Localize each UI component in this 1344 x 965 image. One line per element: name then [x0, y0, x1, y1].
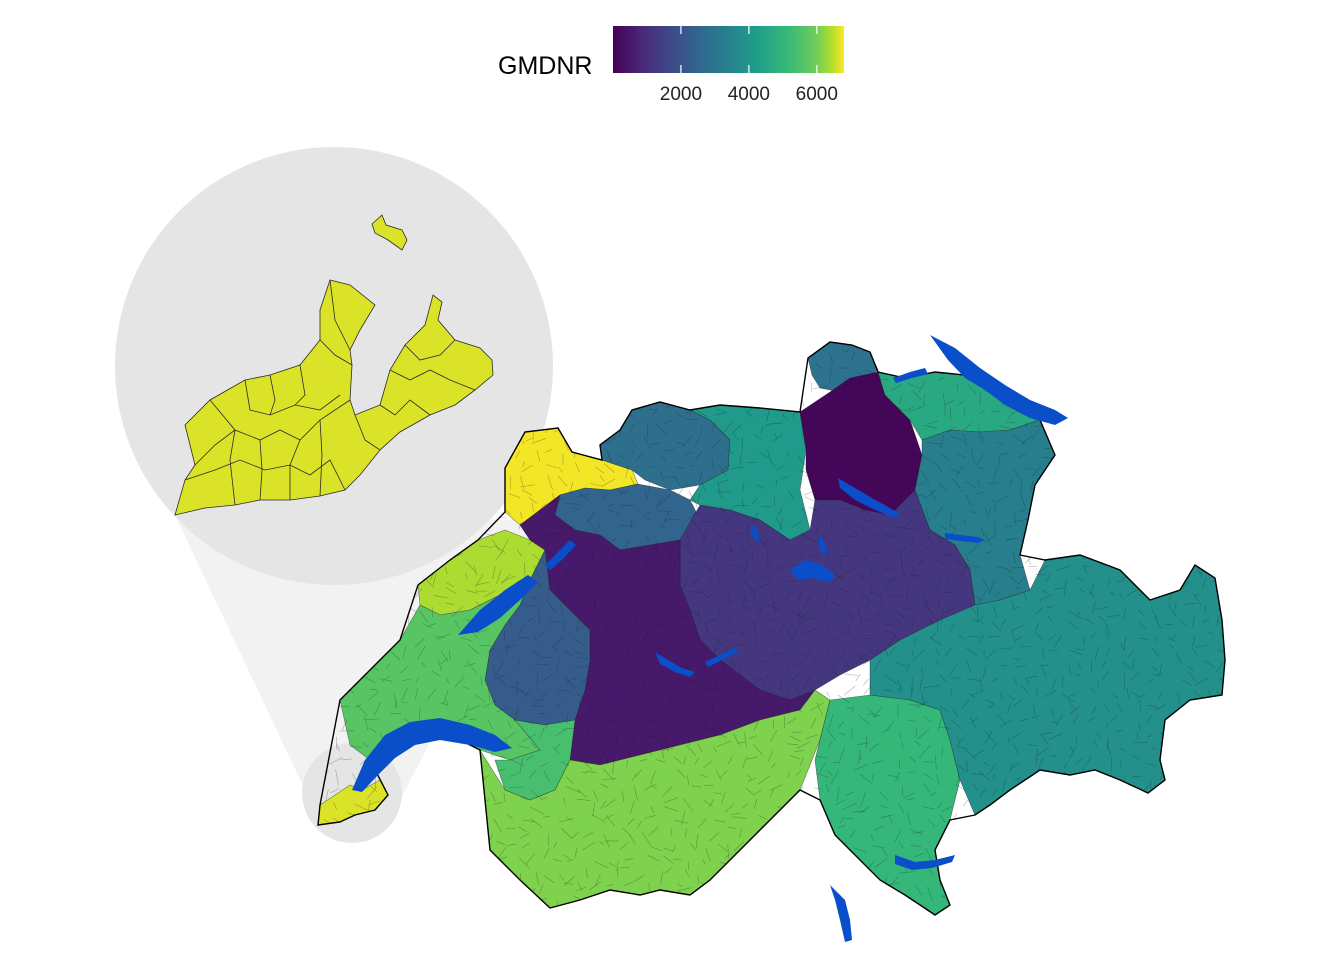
inset-municipal-lines [184, 279, 476, 506]
lake-maggiore [830, 885, 852, 942]
lake-zug [818, 535, 828, 556]
lake-thun [655, 652, 695, 677]
lake-sempach [750, 525, 760, 542]
lake-untersee [893, 368, 928, 383]
colorbar-ticks [680, 26, 818, 73]
municipal-line [318, 866, 1217, 891]
lake-lugano [895, 855, 955, 870]
lake-geneva [352, 718, 512, 792]
geneva-inset [174, 214, 494, 516]
municipal-line [318, 642, 1225, 662]
lake-constance [930, 335, 1068, 425]
cantons-layer [317, 341, 1226, 916]
lake-lucerne [790, 560, 835, 582]
municipal-line [318, 670, 1225, 696]
legend-tick-label: 2000 [659, 84, 703, 105]
municipal-line [318, 656, 1224, 679]
legend-tick-label: 4000 [727, 84, 770, 105]
municipal-texture [299, 342, 1225, 944]
legend-tick-label: 6000 [795, 84, 838, 105]
municipal-line [318, 852, 1225, 875]
inset-geneva-main [174, 279, 494, 516]
municipal-line [318, 839, 1224, 863]
municipal-line [299, 923, 1217, 944]
municipal-line [318, 880, 1224, 903]
lake-zurich [838, 478, 900, 518]
lake-biel [545, 540, 576, 570]
inset-geneva-enclave [371, 214, 408, 251]
municipal-line [318, 698, 1225, 723]
country-border [317, 341, 1226, 916]
lake-neuchatel [458, 575, 538, 635]
lakes-layer [352, 335, 1068, 942]
municipal-line [318, 712, 1225, 733]
region-ticino [814, 694, 961, 916]
municipal-line [318, 614, 1220, 636]
municipal-line [318, 908, 1216, 915]
municipal-line [318, 825, 1220, 849]
municipal-line [318, 895, 1221, 915]
lake-walen [945, 533, 985, 543]
lake-brienz [705, 648, 738, 667]
legend-title: GMDNR [498, 52, 593, 80]
legend-colorbar [613, 26, 844, 73]
municipal-line [318, 685, 1222, 709]
